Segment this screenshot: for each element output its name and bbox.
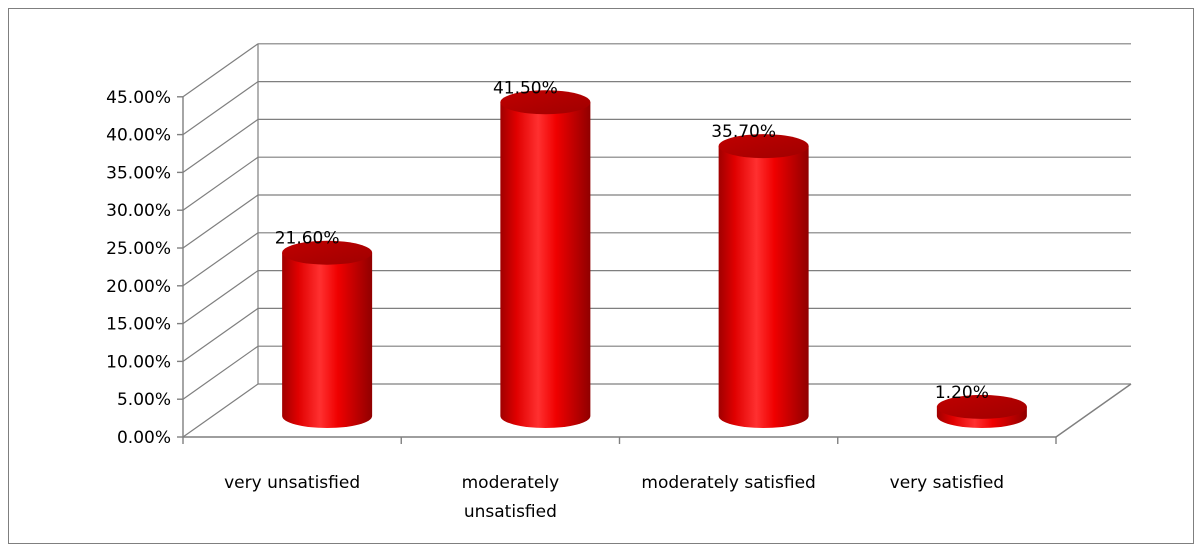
data-label: 21.60% <box>275 229 340 249</box>
gridlines <box>182 43 1131 438</box>
gridline-diagonal <box>182 81 259 136</box>
floor-right-edge <box>1055 383 1132 438</box>
chart-frame <box>8 8 1194 544</box>
y-tick-label: 10.00% <box>106 352 171 372</box>
bar-body <box>282 252 373 428</box>
gridline-diagonal <box>182 345 259 400</box>
gridline-diagonal <box>182 232 259 287</box>
category-labels: very unsatisfied moderately unsatisfied mod… <box>224 473 1004 522</box>
y-axis-tick-labels: 0.00% 5.00% 10.00% 15.00% 20.00% 25.00% 30.00%… <box>106 88 171 448</box>
category-label: very satisfied <box>890 473 1004 493</box>
gridline-diagonal <box>182 43 259 98</box>
gridline-diagonal <box>182 383 259 438</box>
category-label: moderately satisfied <box>641 473 815 493</box>
data-label: 41.50% <box>493 78 558 98</box>
data-labels: 21.60% 41.50% 35.70% 1.20% <box>275 78 989 403</box>
gridline-diagonal <box>182 307 259 362</box>
bar-top <box>936 394 1027 419</box>
bar-top <box>500 90 591 115</box>
data-label: 1.20% <box>935 383 989 403</box>
axes <box>177 96 1132 444</box>
gridline-diagonal <box>182 156 259 211</box>
y-tick-label: 45.00% <box>106 88 171 108</box>
y-tick-label: 30.00% <box>106 201 171 221</box>
bar-very-satisfied <box>936 394 1027 428</box>
y-tick-label: 0.00% <box>117 428 171 448</box>
y-tick-label: 25.00% <box>106 239 171 259</box>
category-label: very unsatisfied <box>224 473 360 493</box>
bar-top <box>282 240 373 265</box>
y-tick-label: 35.00% <box>106 163 171 183</box>
y-tick-label: 40.00% <box>106 126 171 146</box>
data-label: 35.70% <box>711 122 776 142</box>
y-tick-label: 5.00% <box>117 390 171 410</box>
bar-body <box>500 102 591 428</box>
bar-very-unsatisfied <box>282 240 373 428</box>
bar-moderately-unsatisfied <box>500 90 591 428</box>
bar-moderately-satisfied <box>718 134 809 428</box>
bar-body <box>718 146 809 428</box>
gridline-diagonal <box>182 270 259 325</box>
category-label: unsatisfied <box>464 502 557 522</box>
bar-top <box>718 134 809 159</box>
y-tick-label: 20.00% <box>106 277 171 297</box>
gridline-diagonal <box>182 118 259 173</box>
gridline-diagonal <box>182 194 259 249</box>
y-tick-label: 15.00% <box>106 315 171 335</box>
bars <box>282 90 1027 428</box>
category-label: moderately <box>462 473 560 493</box>
